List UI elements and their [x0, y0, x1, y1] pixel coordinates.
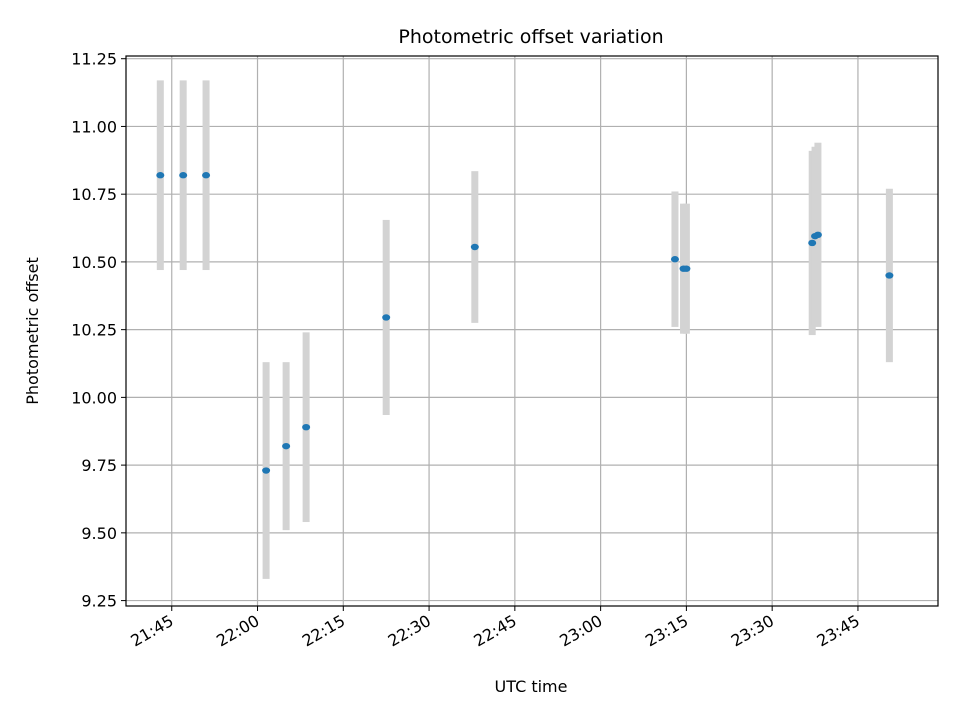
y-tick-label: 10.25 — [71, 321, 117, 340]
data-point — [808, 239, 817, 247]
data-point — [470, 243, 479, 251]
data-point — [302, 423, 311, 431]
x-axis-label: UTC time — [495, 677, 568, 696]
y-tick-label: 10.50 — [71, 253, 117, 272]
chart-title: Photometric offset variation — [398, 26, 663, 48]
data-points — [156, 172, 894, 474]
data-point — [670, 256, 679, 263]
data-point — [262, 467, 271, 474]
y-tick-label: 10.00 — [71, 388, 117, 407]
y-tick-label: 9.75 — [81, 456, 117, 475]
data-point — [156, 172, 165, 179]
y-tick-label: 9.25 — [81, 592, 117, 611]
y-tick-label: 11.25 — [71, 50, 117, 69]
y-tick-label: 10.75 — [71, 185, 117, 204]
data-point — [202, 172, 211, 179]
data-point — [282, 442, 291, 450]
data-point — [179, 172, 188, 179]
y-tick-label: 9.50 — [81, 524, 117, 543]
plot-frame — [125, 55, 939, 607]
data-point — [813, 231, 822, 239]
grid — [126, 56, 938, 606]
y-axis-label: Photometric offset — [23, 257, 42, 405]
data-point — [682, 265, 691, 272]
y-tick-label: 11.00 — [71, 117, 117, 136]
data-point — [885, 272, 894, 279]
data-point — [382, 314, 391, 321]
